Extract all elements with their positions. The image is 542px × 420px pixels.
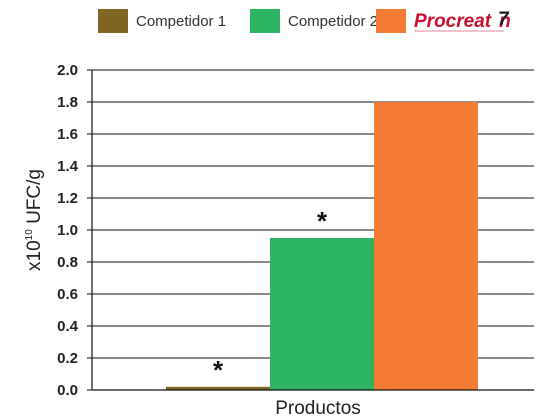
- legend-swatch-competidor-1: [98, 9, 128, 33]
- y-tick-label: 2.0: [57, 62, 78, 79]
- logo-text-main: Procreat: [414, 11, 492, 32]
- y-tick-label: 0.6: [57, 286, 78, 303]
- legend-label-competidor-1: Competidor 1: [136, 12, 227, 30]
- y-tick-label: 0.0: [57, 382, 78, 399]
- bar-competidor-1: [166, 386, 270, 390]
- legend-item-procreatin: Procreat n 7: [376, 8, 527, 34]
- y-tick-label: 1.6: [57, 126, 78, 143]
- bar-competidor-2: [270, 238, 374, 390]
- legend-label-competidor-2: Competidor 2: [288, 12, 379, 30]
- y-tick-label: 0.4: [57, 318, 79, 335]
- y-tick-label: 1.8: [57, 94, 78, 111]
- y-tick-label: 1.2: [57, 190, 78, 207]
- legend-item-competidor-1: Competidor 1: [98, 8, 226, 34]
- significance-asterisk: *: [317, 206, 328, 236]
- logo-mark: 7: [498, 9, 510, 30]
- y-axis-label-exponent: 10: [24, 229, 35, 241]
- y-axis-ticks: 0.0 0.2 0.4 0.6 0.8 1.0 1.2 1.4 1.6 1.8 2.0: [57, 62, 92, 399]
- significance-asterisk: *: [213, 355, 224, 385]
- legend-swatch-competidor-2: [250, 9, 280, 33]
- legend: Competidor 1 Competidor 2 Procreat n 7: [0, 8, 542, 34]
- annotations: **: [213, 206, 328, 385]
- axes: [91, 70, 534, 391]
- y-tick-label: 1.0: [57, 222, 78, 239]
- bar-procreatin: [374, 102, 478, 390]
- logo-text-end: n: [499, 11, 511, 32]
- y-tick-label: 0.8: [57, 254, 78, 271]
- y-axis-label: x1010 UFC/g: [24, 169, 45, 271]
- y-tick-label: 0.2: [57, 350, 78, 367]
- y-axis-label-prefix: x10: [24, 240, 45, 271]
- y-axis-label-suffix: UFC/g: [24, 169, 45, 229]
- bars: [166, 102, 478, 390]
- legend-swatch-procreatin: [376, 9, 406, 33]
- x-axis-label: Productos: [275, 398, 361, 419]
- procreatin-logo: Procreat n 7: [414, 9, 511, 32]
- y-tick-label: 1.4: [57, 158, 79, 175]
- legend-item-competidor-2: Competidor 2: [250, 8, 378, 34]
